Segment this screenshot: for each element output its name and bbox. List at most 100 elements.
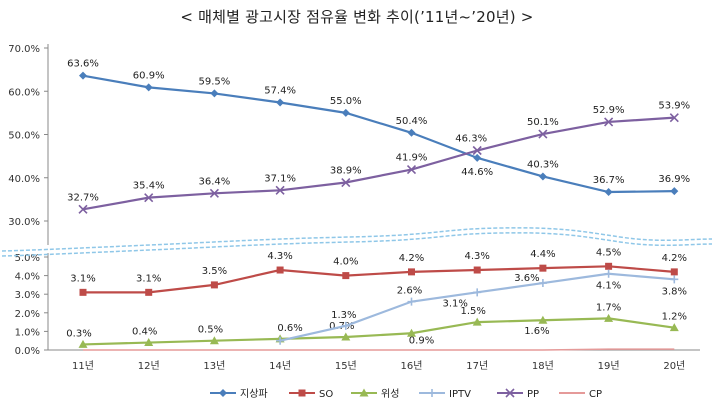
point-so [605,262,613,270]
point-지상파 [670,187,679,196]
data-label-so: 4.0% [333,257,358,268]
data-label-pp: 41.9% [396,153,428,164]
data-label-위성: 0.6% [277,323,302,334]
data-label-지상파: 57.4% [264,85,296,96]
x-tick-label: 16년 [401,360,423,372]
data-label-pp: 32.7% [67,192,99,203]
data-label-지상파: 36.7% [593,175,625,186]
series-line-so [83,265,675,294]
x-tick-label: 12년 [138,360,160,372]
data-label-지상파: 60.9% [133,70,165,81]
point-위성 [472,317,482,326]
point-so [408,268,415,276]
data-label-지상파: 59.5% [199,76,231,87]
data-label-지상파: 36.9% [658,174,690,185]
y-tick-label: 30.0% [8,217,40,228]
point-위성 [538,315,548,324]
data-label-iptv: 2.6% [397,286,422,297]
legend-label-지상파: 지상파 [240,388,268,400]
y-tick-label: 50.0% [8,131,40,142]
point-pp [78,204,88,214]
data-label-pp: 38.9% [330,166,362,177]
point-위성 [341,332,351,341]
legend-label-cp: CP [589,389,602,400]
data-label-iptv: 1.3% [331,310,356,321]
x-tick-label: 18년 [532,360,554,372]
point-지상파 [79,71,87,80]
data-label-so: 4.5% [596,247,621,258]
legend-label-iptv: IPTV [449,389,471,400]
legend-label-so: SO [319,389,333,400]
legend-label-pp: PP [527,389,539,400]
point-so [670,268,678,276]
point-지상파 [210,89,219,98]
data-label-so: 3.1% [70,273,95,284]
data-label-위성: 1.2% [662,312,687,323]
series-line-위성 [82,317,675,346]
series-line-지상파 [82,74,675,194]
point-iptv [604,269,613,278]
point-위성 [669,323,679,332]
point-iptv [473,288,482,297]
legend-marker-지상파 [219,389,227,397]
data-label-so: 3.5% [202,266,227,277]
point-iptv [276,336,285,345]
point-pp [538,129,548,139]
y-tick-label: 0.0% [15,346,40,357]
y-tick-label: 2.0% [15,309,40,320]
y-tick-label: 4.0% [15,272,40,283]
point-so [473,266,481,274]
point-위성 [407,328,416,337]
point-pp [341,177,351,188]
chart-title: < 매체별 광고시장 점유율 변화 추이(’11년~’20년) > [180,8,534,26]
point-so [539,264,547,272]
y-tick-label: 5.0% [15,253,40,264]
legend-marker-so [298,389,306,397]
point-지상파 [407,128,416,137]
point-pp [406,164,417,175]
point-지상파 [276,98,285,107]
data-label-pp: 50.1% [527,117,559,128]
point-so [79,288,87,296]
legend-marker-iptv [428,389,436,397]
data-label-지상파: 44.6% [461,167,493,178]
data-label-iptv: 3.6% [514,273,539,284]
point-iptv [670,275,679,284]
data-label-so: 4.2% [662,253,687,264]
data-label-so: 4.3% [464,251,489,262]
point-지상파 [604,188,613,197]
point-지상파 [538,172,547,181]
y-tick-label: 1.0% [15,327,40,338]
data-label-iptv: 3.1% [442,298,467,309]
point-iptv [538,279,547,288]
series-line-cp [83,348,675,351]
data-label-지상파: 50.4% [396,116,428,127]
point-so [342,272,350,280]
data-label-위성: 0.9% [409,335,434,346]
data-label-pp: 53.9% [658,101,690,112]
data-label-pp: 52.9% [593,105,625,116]
point-위성 [209,336,219,345]
point-so [210,281,218,289]
point-지상파 [341,108,350,117]
data-label-지상파: 40.3% [527,159,559,170]
data-label-iptv: 3.8% [662,286,687,297]
legend-marker-pp [505,388,515,398]
point-so [145,288,153,296]
data-label-so: 3.1% [136,273,161,284]
data-label-위성: 0.5% [198,325,223,336]
point-iptv [341,321,350,330]
data-label-위성: 1.5% [460,306,485,317]
data-label-위성: 0.4% [132,327,157,338]
data-label-so: 4.4% [530,249,555,260]
x-tick-label: 11년 [72,360,94,372]
point-위성 [144,338,154,347]
data-label-pp: 36.4% [199,176,231,187]
x-tick-label: 14년 [269,360,291,372]
legend-label-위성: 위성 [381,387,399,400]
point-iptv [407,297,416,306]
data-label-위성: 0.3% [66,328,91,339]
axis-break-line [1,227,713,252]
point-지상파 [144,83,153,92]
x-tick-label: 19년 [598,360,620,372]
